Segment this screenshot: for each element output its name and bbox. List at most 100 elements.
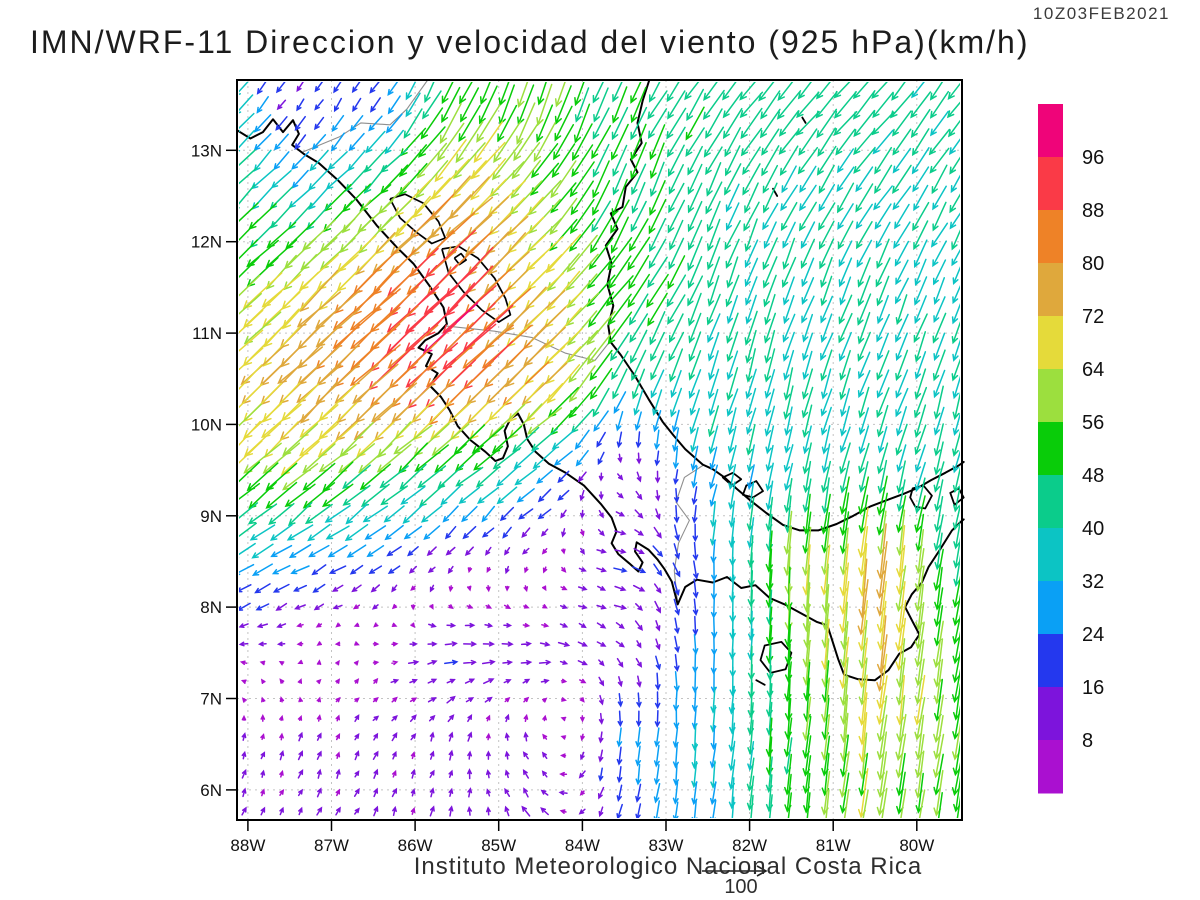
- wind-arrow: [876, 275, 890, 307]
- wind-arrow: [390, 678, 400, 684]
- wind-arrow: [276, 641, 286, 647]
- wind-arrow: [953, 554, 960, 587]
- wind-arrow: [838, 257, 853, 288]
- wind-arrow: [429, 787, 435, 798]
- wind-arrow: [668, 331, 685, 362]
- wind-arrow: [353, 660, 359, 666]
- wind-arrow: [241, 787, 247, 798]
- wind-arrow: [951, 722, 960, 761]
- wind-arrow: [354, 641, 360, 646]
- wind-arrow: [705, 181, 723, 215]
- wind-arrow: [782, 313, 796, 343]
- wind-arrow: [929, 90, 950, 119]
- wind-arrow: [372, 660, 380, 666]
- wind-arrow: [725, 202, 740, 231]
- wind-arrow: [370, 584, 381, 593]
- wind-arrow: [478, 85, 498, 125]
- wind-arrow: [260, 713, 266, 722]
- wind-arrow: [239, 202, 259, 222]
- colorbar-label: 48: [1082, 465, 1104, 487]
- wind-arrow: [540, 807, 549, 816]
- wind-arrow: [428, 714, 436, 722]
- wind-arrow: [574, 429, 590, 450]
- wind-arrow: [257, 641, 267, 647]
- wind-arrow: [853, 147, 876, 174]
- wind-arrow: [648, 198, 667, 235]
- wind-arrow: [598, 659, 605, 667]
- wind-arrow: [441, 82, 454, 105]
- wind-arrow: [545, 233, 582, 274]
- wind-arrow: [484, 696, 493, 703]
- wind-arrow: [427, 566, 436, 573]
- wind-arrow: [894, 240, 910, 267]
- wind-arrow: [428, 623, 437, 628]
- wind-arrow: [762, 202, 779, 231]
- wind-arrow: [254, 583, 271, 594]
- wind-arrow: [542, 604, 548, 609]
- wind-arrow: [448, 769, 454, 778]
- wind-arrow: [239, 623, 249, 629]
- wind-arrow: [429, 584, 435, 593]
- wind-arrow: [549, 197, 578, 236]
- wind-arrow: [352, 604, 361, 610]
- wind-arrow: [391, 732, 398, 742]
- wind-arrow: [667, 255, 686, 290]
- wind-arrow: [750, 794, 754, 818]
- wind-arrow: [497, 104, 518, 143]
- wind-arrow: [635, 490, 643, 501]
- wind-arrow: [590, 216, 613, 254]
- wind-arrow: [951, 358, 960, 382]
- wind-arrow: [598, 806, 604, 818]
- wind-arrow: [573, 103, 591, 144]
- wind-arrow: [692, 598, 699, 617]
- wind-arrow: [892, 185, 912, 211]
- wind-arrow: [275, 602, 288, 611]
- wind-arrow: [914, 331, 927, 363]
- wind-arrow: [579, 529, 585, 537]
- wind-arrow: [653, 563, 663, 577]
- wind-arrow: [667, 90, 686, 120]
- wind-arrow: [335, 806, 341, 816]
- wind-arrow: [707, 313, 721, 344]
- wind-arrow: [239, 329, 264, 352]
- wind-arrow: [559, 623, 569, 628]
- wind-arrow: [932, 259, 947, 286]
- wind-arrow: [672, 562, 681, 578]
- wind-arrow: [557, 470, 570, 484]
- wind-arrow: [391, 715, 398, 722]
- wind-arrow: [520, 641, 533, 647]
- wind-arrow: [239, 440, 263, 464]
- wind-arrow: [647, 108, 668, 139]
- wind-arrow: [598, 472, 604, 482]
- wind-arrow: [597, 528, 605, 537]
- wind-arrow: [949, 212, 960, 230]
- wind-arrow: [857, 369, 871, 399]
- wind-arrow: [872, 91, 894, 119]
- wind-arrow: [650, 369, 665, 399]
- wind-arrow: [470, 158, 507, 201]
- wind-arrow: [949, 193, 960, 214]
- wind-arrow: [239, 364, 263, 390]
- wind-arrow: [892, 110, 912, 137]
- wind-arrow: [635, 431, 642, 449]
- wind-arrow: [688, 369, 702, 399]
- wind-arrow: [821, 443, 831, 474]
- wind-arrow: [464, 678, 476, 684]
- wind-arrow: [857, 293, 872, 326]
- wind-arrow: [912, 166, 930, 193]
- wind-arrow: [261, 273, 302, 308]
- wind-arrow: [843, 788, 850, 818]
- wind-arrow: [673, 670, 680, 693]
- wind-arrow: [929, 82, 944, 101]
- wind-arrow: [554, 85, 572, 125]
- wind-arrow: [858, 425, 870, 455]
- wind-arrow: [504, 713, 510, 723]
- wind-arrow: [241, 714, 247, 721]
- wind-arrow: [910, 91, 932, 119]
- wind-arrow: [692, 633, 699, 656]
- wind-arrow: [687, 163, 703, 196]
- wind-arrow: [688, 350, 702, 381]
- wind-arrow: [820, 256, 833, 288]
- colorbar-label: 16: [1082, 677, 1104, 699]
- wind-arrow: [692, 523, 699, 543]
